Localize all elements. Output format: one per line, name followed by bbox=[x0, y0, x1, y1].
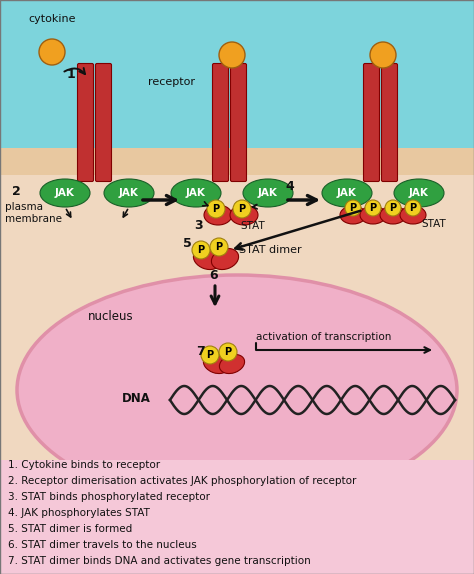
Text: receptor: receptor bbox=[148, 77, 195, 87]
Text: P: P bbox=[410, 203, 417, 213]
Text: 4: 4 bbox=[285, 180, 294, 193]
Circle shape bbox=[39, 39, 65, 65]
Ellipse shape bbox=[360, 206, 386, 224]
Text: 7. STAT dimer binds DNA and activates gene transcription: 7. STAT dimer binds DNA and activates ge… bbox=[8, 556, 311, 566]
Text: 5: 5 bbox=[183, 237, 192, 250]
Circle shape bbox=[365, 200, 381, 216]
Text: P: P bbox=[198, 245, 205, 255]
FancyBboxPatch shape bbox=[78, 64, 93, 181]
FancyBboxPatch shape bbox=[95, 64, 111, 181]
Ellipse shape bbox=[104, 179, 154, 207]
Ellipse shape bbox=[17, 275, 457, 505]
Polygon shape bbox=[0, 148, 474, 175]
Text: 2: 2 bbox=[12, 185, 21, 198]
Circle shape bbox=[207, 200, 225, 218]
Text: P: P bbox=[369, 203, 376, 213]
FancyBboxPatch shape bbox=[212, 64, 228, 181]
Polygon shape bbox=[0, 0, 474, 155]
Text: cytokine: cytokine bbox=[28, 14, 75, 24]
Polygon shape bbox=[0, 460, 474, 574]
FancyBboxPatch shape bbox=[230, 64, 246, 181]
Text: P: P bbox=[349, 203, 356, 213]
Ellipse shape bbox=[322, 179, 372, 207]
Text: 4. JAK phosphorylates STAT: 4. JAK phosphorylates STAT bbox=[8, 508, 150, 518]
Circle shape bbox=[219, 343, 237, 361]
Text: P: P bbox=[216, 242, 223, 252]
Text: plasma: plasma bbox=[5, 202, 43, 212]
Text: JAK: JAK bbox=[119, 188, 139, 198]
Text: STAT: STAT bbox=[421, 219, 446, 229]
Ellipse shape bbox=[394, 179, 444, 207]
Text: 3. STAT binds phosphorylated receptor: 3. STAT binds phosphorylated receptor bbox=[8, 492, 210, 502]
Text: 1: 1 bbox=[67, 68, 76, 81]
Text: 6. STAT dimer travels to the nucleus: 6. STAT dimer travels to the nucleus bbox=[8, 540, 197, 550]
Text: JAK: JAK bbox=[258, 188, 278, 198]
Text: P: P bbox=[207, 350, 214, 360]
Circle shape bbox=[370, 42, 396, 68]
Text: 7: 7 bbox=[196, 345, 205, 358]
Text: 6: 6 bbox=[209, 269, 218, 282]
Text: membrane: membrane bbox=[5, 214, 62, 224]
Circle shape bbox=[201, 346, 219, 364]
Ellipse shape bbox=[203, 355, 228, 374]
Ellipse shape bbox=[340, 206, 366, 224]
Circle shape bbox=[345, 200, 361, 216]
Circle shape bbox=[219, 42, 245, 68]
Text: 1. Cytokine binds to receptor: 1. Cytokine binds to receptor bbox=[8, 460, 160, 470]
Text: JAK: JAK bbox=[186, 188, 206, 198]
Text: JAK: JAK bbox=[55, 188, 75, 198]
Text: STAT dimer: STAT dimer bbox=[239, 245, 301, 255]
Ellipse shape bbox=[211, 249, 238, 270]
Text: 5. STAT dimer is formed: 5. STAT dimer is formed bbox=[8, 524, 132, 534]
Text: STAT: STAT bbox=[240, 221, 265, 231]
Ellipse shape bbox=[400, 206, 426, 224]
Text: JAK: JAK bbox=[409, 188, 429, 198]
Text: P: P bbox=[212, 204, 219, 214]
Text: 3: 3 bbox=[194, 219, 202, 232]
Text: P: P bbox=[390, 203, 397, 213]
FancyBboxPatch shape bbox=[382, 64, 398, 181]
Text: P: P bbox=[238, 204, 246, 214]
Text: activation of transcription: activation of transcription bbox=[256, 332, 392, 342]
Ellipse shape bbox=[193, 249, 220, 270]
Ellipse shape bbox=[243, 179, 293, 207]
Text: DNA: DNA bbox=[122, 392, 151, 405]
Circle shape bbox=[385, 200, 401, 216]
Text: JAK: JAK bbox=[337, 188, 357, 198]
Circle shape bbox=[233, 200, 251, 218]
Ellipse shape bbox=[380, 206, 406, 224]
FancyBboxPatch shape bbox=[364, 64, 380, 181]
Ellipse shape bbox=[40, 179, 90, 207]
Polygon shape bbox=[0, 155, 474, 460]
Circle shape bbox=[210, 238, 228, 256]
Text: nucleus: nucleus bbox=[88, 310, 134, 323]
Circle shape bbox=[192, 241, 210, 259]
Ellipse shape bbox=[230, 205, 258, 225]
Ellipse shape bbox=[219, 355, 245, 374]
Text: P: P bbox=[224, 347, 232, 357]
Text: 2. Receptor dimerisation activates JAK phosphorylation of receptor: 2. Receptor dimerisation activates JAK p… bbox=[8, 476, 356, 486]
Ellipse shape bbox=[171, 179, 221, 207]
Circle shape bbox=[405, 200, 421, 216]
Ellipse shape bbox=[204, 205, 232, 225]
